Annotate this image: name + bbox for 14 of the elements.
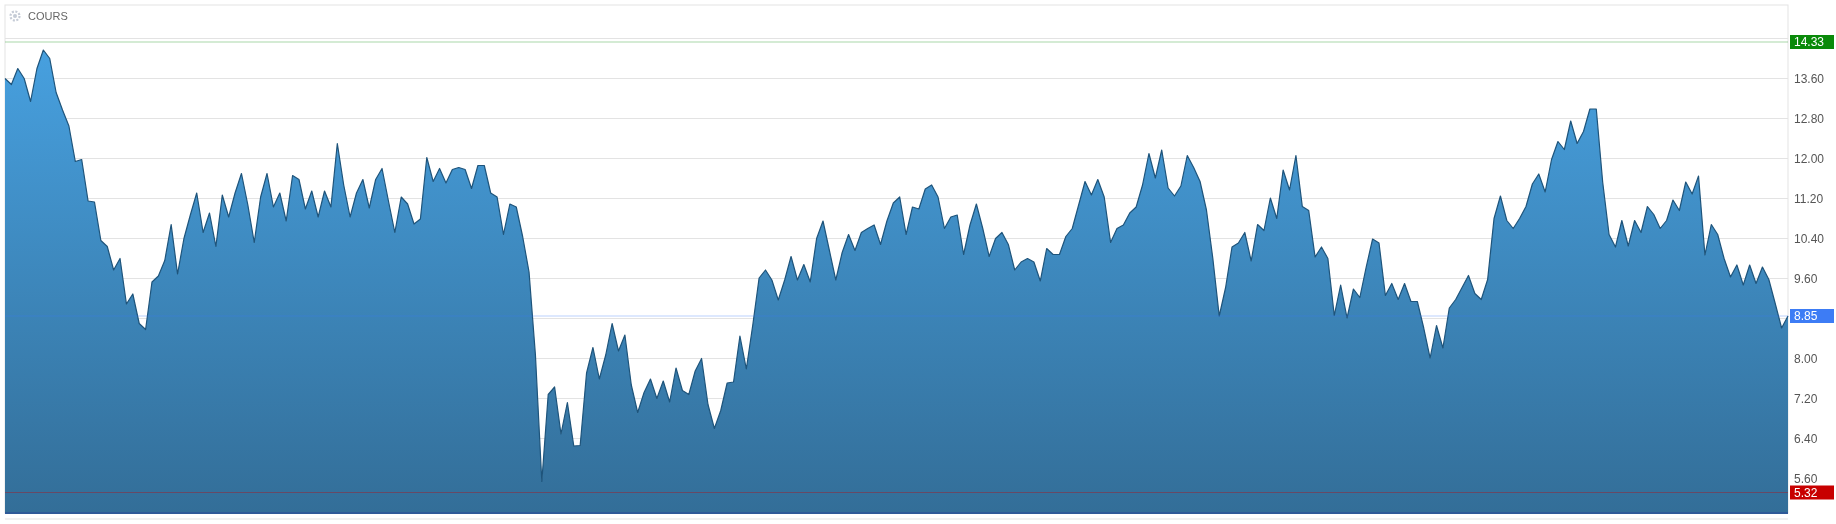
y-tick-label: 13.60 [1794, 71, 1825, 86]
y-tick-label: 12.80 [1794, 111, 1825, 126]
ref-line-label: 8.85 [1794, 309, 1818, 324]
ref-line-label: 5.32 [1794, 485, 1818, 500]
y-tick-label: 6.40 [1794, 431, 1818, 446]
y-tick-label: 7.20 [1794, 391, 1818, 406]
ref-line-label: 14.33 [1794, 35, 1825, 50]
y-tick-label: 8.00 [1794, 351, 1818, 366]
y-tick-label: 10.40 [1794, 231, 1825, 246]
chart-title: COURS [28, 9, 68, 22]
y-tick-label: 12.00 [1794, 151, 1825, 166]
y-tick-label: 11.20 [1794, 191, 1824, 206]
y-tick-label: 5.60 [1794, 471, 1818, 486]
y-tick-label: 9.60 [1794, 271, 1818, 286]
